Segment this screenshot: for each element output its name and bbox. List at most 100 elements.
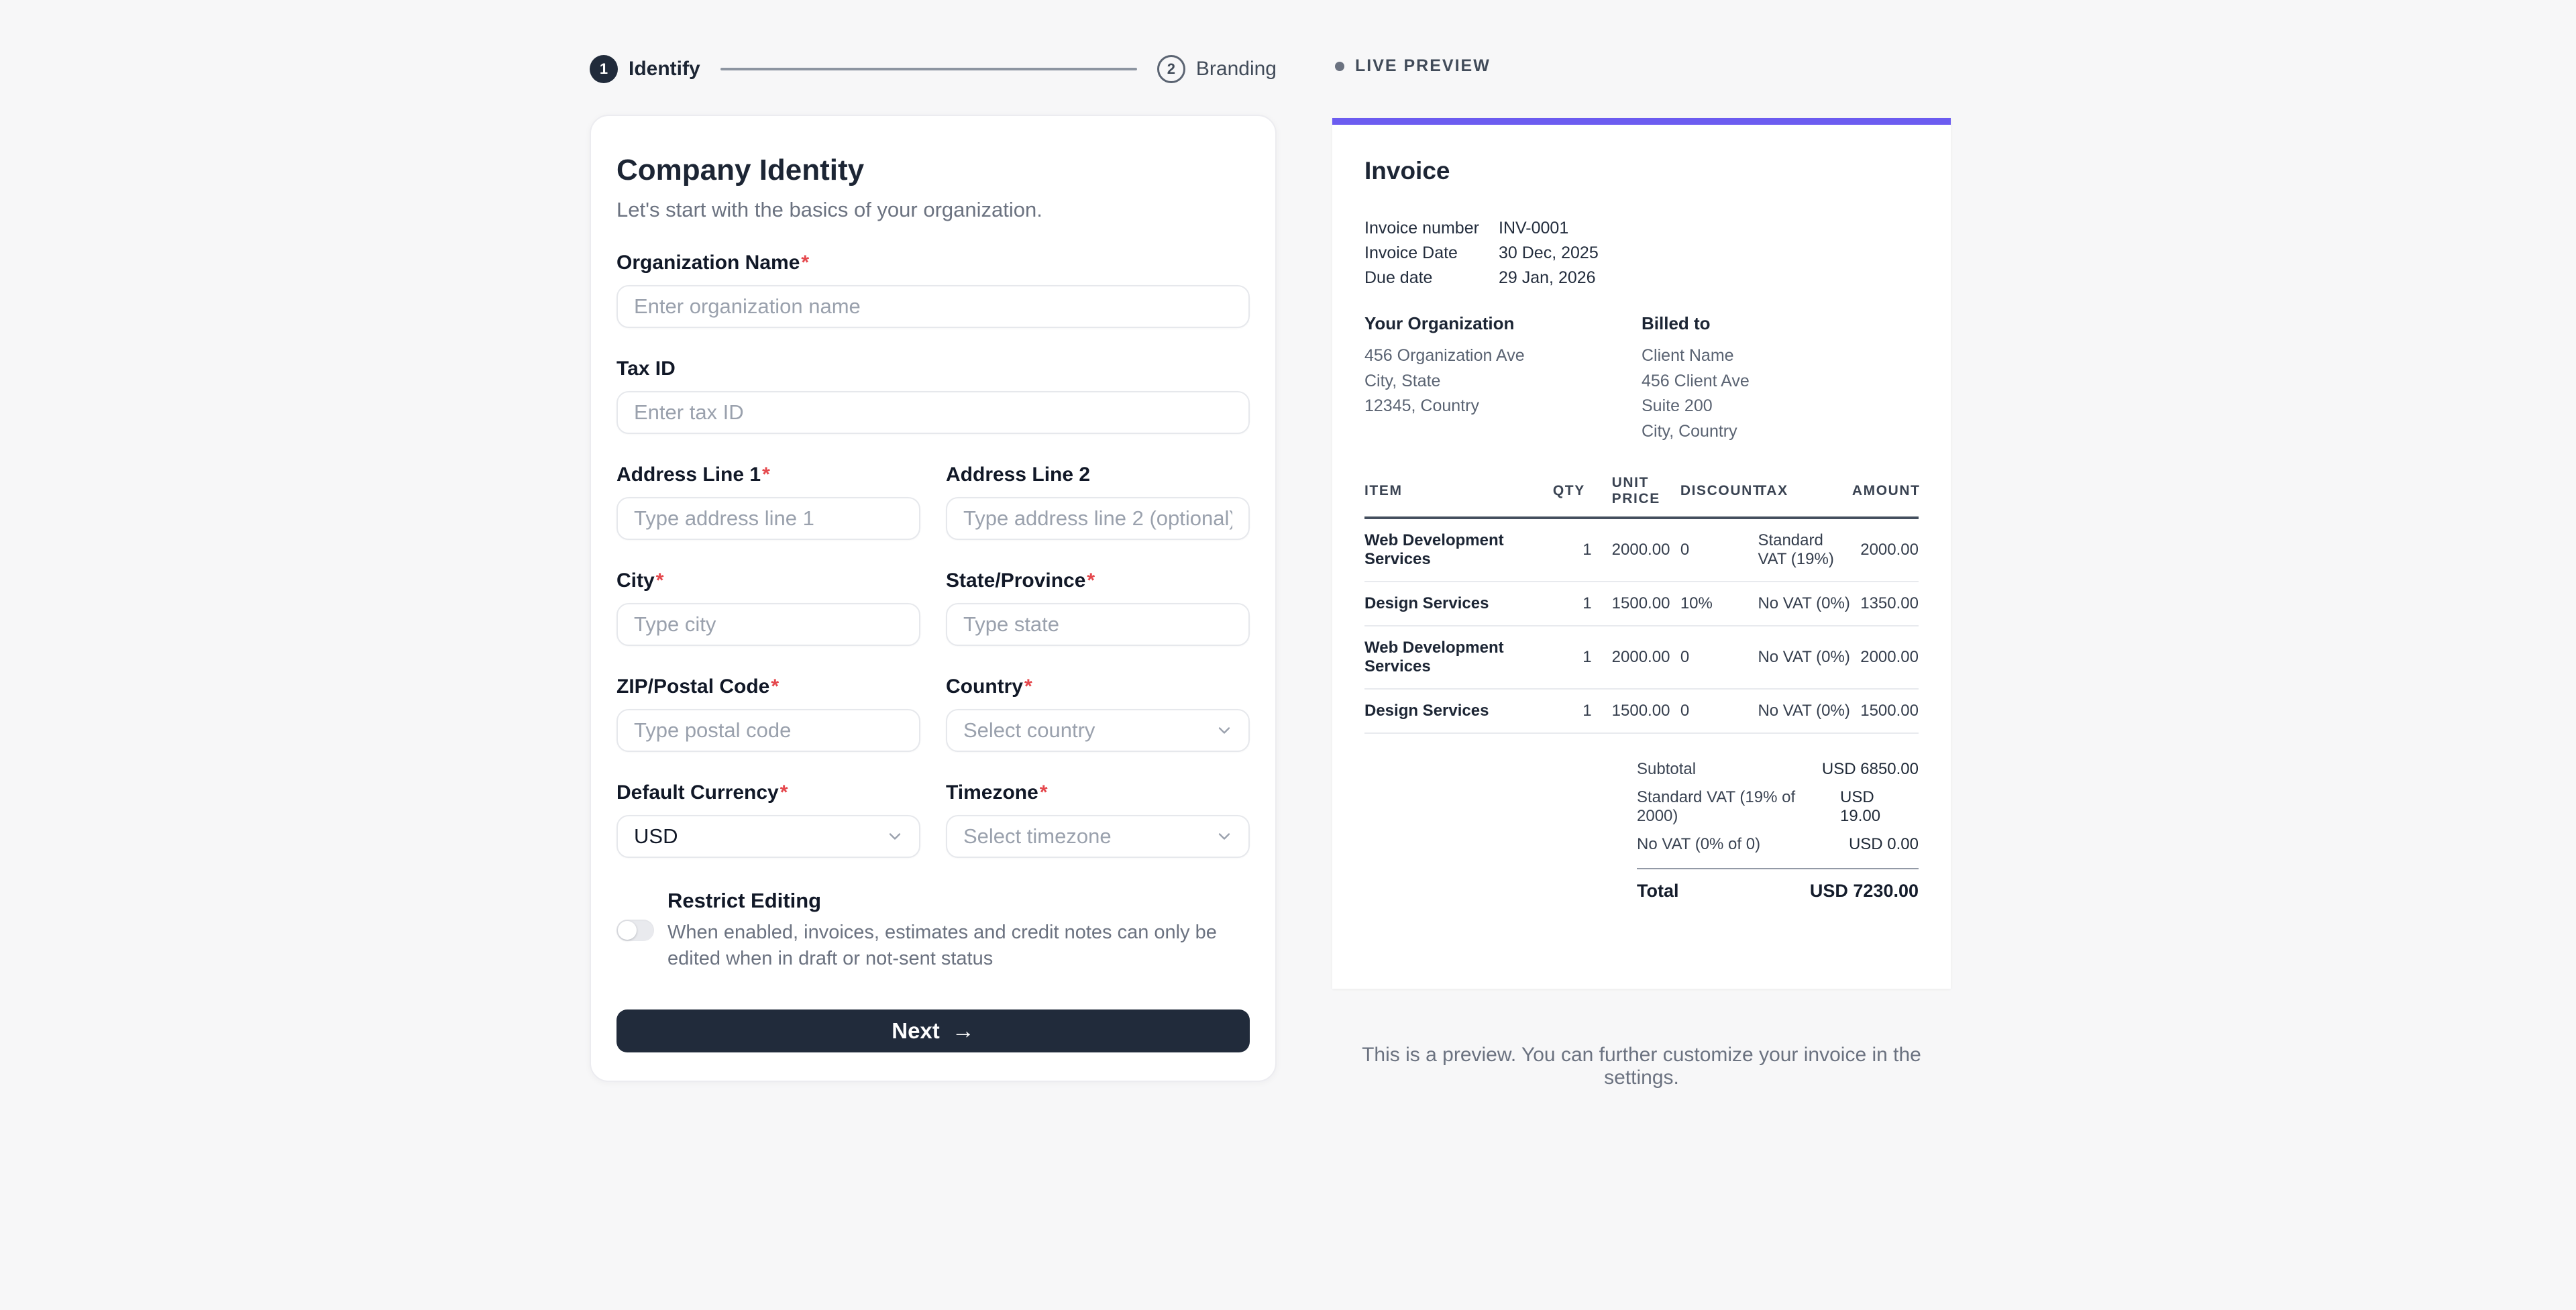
- col-qty: QTY: [1552, 475, 1592, 519]
- total-value: USD 7230.00: [1809, 881, 1919, 901]
- tax-id-input[interactable]: [616, 391, 1250, 434]
- next-button[interactable]: Next →: [616, 1009, 1250, 1053]
- timezone-label: Timezone*: [946, 781, 1048, 804]
- zip-postal-group: ZIP/Postal Code*: [616, 675, 920, 752]
- invoice-number-label: Invoice number: [1364, 219, 1479, 237]
- item-discount-cell: 0: [1680, 626, 1758, 690]
- live-preview-header: LIVE PREVIEW: [1335, 56, 1491, 76]
- required-marker: *: [1087, 569, 1095, 592]
- col-item: ITEM: [1364, 475, 1553, 519]
- invoice-meta: Invoice number INV-0001 Invoice Date 30 …: [1364, 216, 1919, 290]
- item-unit-price-cell: 1500.00: [1591, 582, 1680, 626]
- timezone-select[interactable]: Select timezone: [946, 815, 1250, 858]
- from-address-line: 12345, Country: [1364, 396, 1479, 415]
- col-unit-price: UNIT PRICE: [1591, 475, 1680, 519]
- toggle-knob: [618, 921, 637, 940]
- restrict-editing-toggle[interactable]: [616, 920, 654, 941]
- invoice-item-row: Design Services 1 1500.00 10% No VAT (0%…: [1364, 582, 1919, 626]
- item-tax-cell: Standard VAT (19%): [1758, 518, 1852, 582]
- chevron-down-icon: [885, 827, 904, 846]
- invoice-number-row: Invoice number INV-0001: [1364, 216, 1919, 241]
- zip-postal-input[interactable]: [616, 709, 920, 752]
- invoice-date-value: 30 Dec, 2025: [1499, 243, 1599, 262]
- item-qty-cell: 1: [1552, 626, 1592, 690]
- no-vat-label: No VAT (0% of 0): [1637, 835, 1761, 853]
- address-line-2-group: Address Line 2: [946, 463, 1250, 540]
- address-row: Address Line 1* Address Line 2: [616, 463, 1250, 540]
- item-amount-cell: 2000.00: [1851, 518, 1919, 582]
- from-party-title: Your Organization: [1364, 313, 1515, 333]
- step-identify[interactable]: 1 Identify: [590, 55, 700, 83]
- invoice-item-row: Web Development Services 1 2000.00 0 No …: [1364, 626, 1919, 690]
- table-header-row: ITEM QTY UNIT PRICE DISCOUNT TAX AMOUNT: [1364, 475, 1919, 519]
- total-label: Total: [1637, 881, 1679, 901]
- item-tax-cell: No VAT (0%): [1758, 626, 1852, 690]
- item-discount-cell: 0: [1680, 518, 1758, 582]
- invoice-item-row: Design Services 1 1500.00 0 No VAT (0%) …: [1364, 689, 1919, 734]
- currency-timezone-row: Default Currency* USD Timezone* Select t…: [616, 781, 1250, 858]
- required-marker: *: [655, 569, 664, 592]
- from-party: Your Organization 456 Organization Ave C…: [1364, 313, 1642, 444]
- subtotal-value: USD 6850.00: [1821, 760, 1919, 778]
- address-line-2-label: Address Line 2: [946, 463, 1091, 486]
- billed-to-line: Client Name: [1642, 346, 1734, 365]
- item-name-cell: Design Services: [1364, 689, 1553, 734]
- default-currency-label: Default Currency*: [616, 781, 788, 804]
- address-line-2-input[interactable]: [946, 497, 1250, 540]
- country-label: Country*: [946, 675, 1032, 698]
- required-marker: *: [771, 675, 780, 698]
- city-group: City*: [616, 569, 920, 646]
- step-1-label: Identify: [629, 58, 700, 80]
- required-marker: *: [801, 252, 810, 274]
- default-currency-group: Default Currency* USD: [616, 781, 920, 858]
- step-1-number: 1: [599, 60, 608, 77]
- item-name-cell: Web Development Services: [1364, 518, 1553, 582]
- required-marker: *: [762, 463, 770, 486]
- restrict-editing-description: When enabled, invoices, estimates and cr…: [667, 922, 1217, 970]
- country-select[interactable]: Select country: [946, 709, 1250, 752]
- chevron-down-icon: [1215, 827, 1234, 846]
- invoice-date-row: Invoice Date 30 Dec, 2025: [1364, 241, 1919, 266]
- total-row: Total USD 7230.00: [1637, 876, 1919, 906]
- col-tax: TAX: [1758, 475, 1852, 519]
- item-discount-cell: 10%: [1680, 582, 1758, 626]
- from-address-line: City, State: [1364, 371, 1441, 390]
- state-province-label: State/Province*: [946, 569, 1095, 592]
- organization-name-input[interactable]: [616, 285, 1250, 328]
- item-amount-cell: 1500.00: [1851, 689, 1919, 734]
- no-vat-row: No VAT (0% of 0) USD 0.00: [1637, 830, 1919, 859]
- item-tax-cell: No VAT (0%): [1758, 689, 1852, 734]
- address-line-1-label: Address Line 1*: [616, 463, 770, 486]
- billed-to-party: Billed to Client Name 456 Client Ave Sui…: [1642, 313, 1919, 444]
- due-date-row: Due date 29 Jan, 2026: [1364, 266, 1919, 290]
- col-discount: DISCOUNT: [1680, 475, 1762, 519]
- item-amount-cell: 2000.00: [1851, 626, 1919, 690]
- page-title: Company Identity: [616, 154, 865, 186]
- zip-country-row: ZIP/Postal Code* Country* Select country: [616, 675, 1250, 752]
- chevron-down-icon: [1215, 721, 1234, 740]
- standard-vat-label: Standard VAT (19% of 2000): [1637, 788, 1796, 825]
- no-vat-value: USD 0.00: [1848, 835, 1919, 853]
- state-province-input[interactable]: [946, 603, 1250, 646]
- organization-name-label: Organization Name*: [616, 252, 810, 274]
- billed-to-line: Suite 200: [1642, 396, 1713, 415]
- country-select-value: Select country: [963, 718, 1095, 742]
- invoice-title: Invoice: [1364, 157, 1450, 184]
- subtotal-label: Subtotal: [1637, 760, 1697, 778]
- due-date-label: Due date: [1364, 268, 1433, 287]
- timezone-group: Timezone* Select timezone: [946, 781, 1250, 858]
- address-line-1-group: Address Line 1*: [616, 463, 920, 540]
- invoice-date-label: Invoice Date: [1364, 243, 1458, 262]
- live-dot-icon: [1335, 61, 1344, 71]
- invoice-parties: Your Organization 456 Organization Ave C…: [1364, 313, 1919, 444]
- step-branding[interactable]: 2 Branding: [1157, 55, 1277, 83]
- item-name-cell: Web Development Services: [1364, 626, 1553, 690]
- billed-to-line: City, Country: [1642, 421, 1737, 441]
- city-input[interactable]: [616, 603, 920, 646]
- subtotal-row: Subtotal USD 6850.00: [1637, 755, 1919, 783]
- step-2-circle: 2: [1157, 55, 1185, 83]
- address-line-1-input[interactable]: [616, 497, 920, 540]
- company-identity-card: Company Identity Let's start with the ba…: [590, 115, 1277, 1083]
- default-currency-select[interactable]: USD: [616, 815, 920, 858]
